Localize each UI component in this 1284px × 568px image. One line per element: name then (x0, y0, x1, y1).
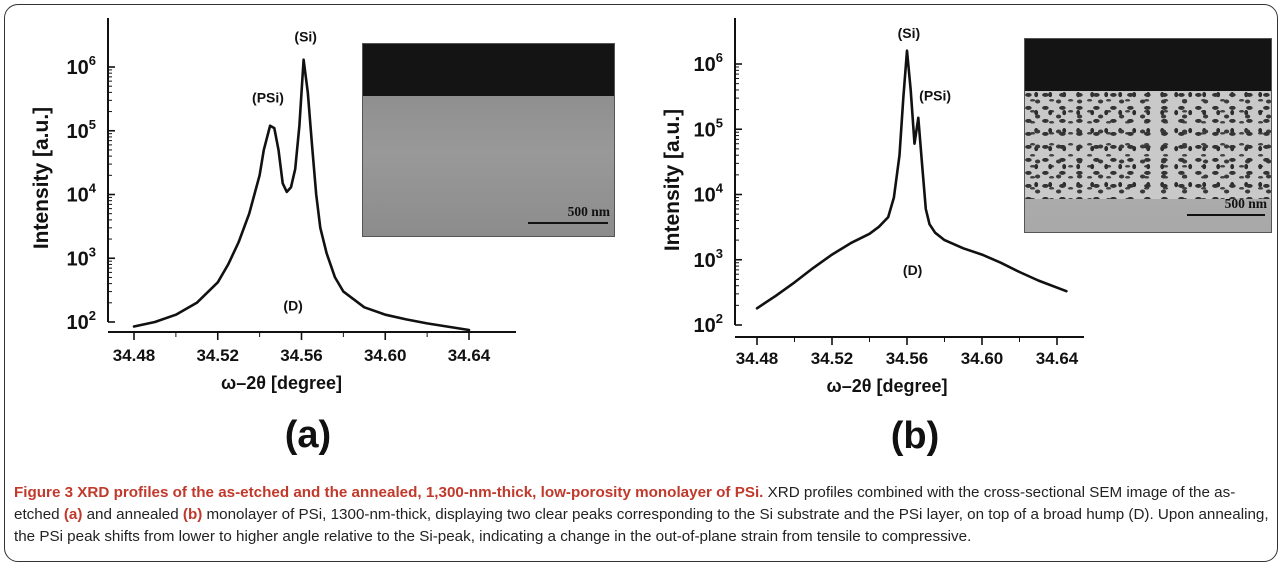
y-tick-label: 103 (67, 244, 96, 270)
x-tick-label: 34.52 (196, 346, 239, 365)
x-tick-label: 34.64 (448, 346, 491, 365)
plot-area-a: 102 103 104 105 106 34.48 34.52 34.56 34.60 34.64… (30, 18, 516, 456)
y-tick-label: 104 (694, 181, 724, 207)
caption-title: Figure 3 XRD profiles of the as-etched a… (14, 484, 764, 501)
xrd-chart-a: 102 103 104 105 106 34.48 34.52 34.56 34.60 34.64… (30, 18, 516, 456)
sem-substrate (1025, 91, 1271, 232)
scale-bar (528, 222, 608, 224)
x-tick-label: 34.56 (280, 346, 323, 365)
y-tick-label: 106 (694, 50, 723, 76)
y-tick-label: 105 (694, 115, 723, 141)
peak-annotation: (PSi) (919, 87, 951, 103)
x-tick-label: 34.52 (811, 349, 854, 368)
scale-bar-label: 500 nm (1224, 196, 1267, 211)
sem-substrate (363, 96, 614, 236)
panel-label: (a) (285, 414, 331, 456)
xrd-curve (132, 58, 471, 332)
sem-dark-top (363, 44, 614, 96)
peak-annotation: (Si) (294, 29, 317, 45)
caption-text-3: monolayer of PSi, 1300-nm-thick, display… (14, 506, 1269, 545)
peak-annotation: (PSi) (252, 90, 284, 106)
x-tick-label: 34.48 (113, 346, 156, 365)
peak-annotation: (D) (903, 262, 922, 278)
x-tick-label: 34.60 (961, 349, 1004, 368)
plot-area-b: 102 103 104 105 106 34.48 34.52 34.56 34.60 34.64… (661, 18, 1084, 457)
sem-porous-layer (1025, 91, 1271, 199)
caption-bold-a: (a) (63, 506, 83, 523)
y-tick-label: 105 (67, 117, 96, 143)
y-tick-label: 104 (67, 181, 97, 207)
y-axis-label: Intensity [a.u.] (30, 107, 53, 249)
x-tick-label: 34.48 (736, 349, 779, 368)
panel-label: (b) (891, 415, 940, 457)
x-tick-label: 34.64 (1036, 349, 1079, 368)
y-axis-label: Intensity [a.u.] (661, 109, 684, 251)
x-tick-label: 34.56 (886, 349, 929, 368)
peak-annotation: (Si) (898, 25, 921, 41)
x-axis-label: ω–2θ [degree] (221, 373, 342, 393)
caption-text-1: XRD profiles combined with the cross-sec… (14, 484, 1236, 523)
caption-text-2: and annealed (82, 506, 183, 523)
y-tick-label: 106 (67, 53, 96, 79)
scale-bar (1187, 214, 1265, 216)
sem-dark-top (1025, 39, 1271, 91)
figure-frame (4, 4, 1278, 562)
xrd-curve (755, 49, 1068, 310)
scale-bar-label: 500 nm (567, 204, 610, 219)
y-tick-label: 102 (67, 308, 96, 334)
x-axis-label: ω–2θ [degree] (827, 376, 948, 396)
sem-image-b: 500 nm (1024, 38, 1272, 233)
y-tick-label: 102 (694, 311, 723, 337)
sem-image-a: 500 nm (362, 43, 615, 237)
peak-annotation: (D) (283, 298, 302, 314)
figure-caption: Figure 3 XRD profiles of the as-etched a… (14, 482, 1270, 548)
caption-bold-b: (b) (182, 506, 203, 523)
x-tick-label: 34.60 (364, 346, 407, 365)
xrd-chart-b: 102 103 104 105 106 34.48 34.52 34.56 34.60 34.64… (661, 18, 1084, 457)
y-tick-label: 103 (694, 246, 723, 272)
